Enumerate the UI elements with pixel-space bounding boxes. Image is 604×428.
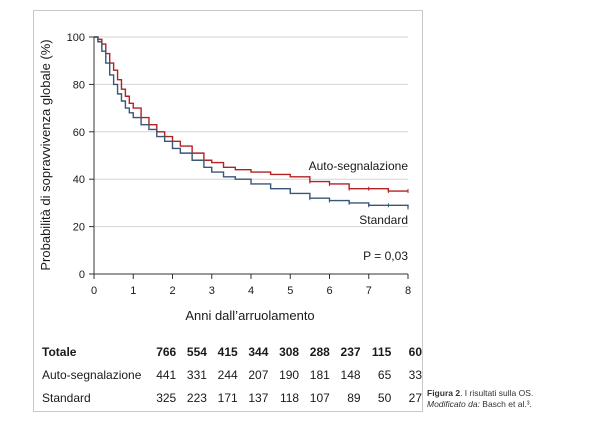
y-tick-label-20: 20 — [73, 222, 85, 234]
risk-cell: 415 — [217, 344, 238, 359]
risk-row-label: Standard — [42, 390, 91, 405]
km-survival-chart: 0 20 40 60 80 100 0 1 2 3 4 5 6 7 8 Probabilità di sop… — [38, 32, 411, 323]
axes: 0 20 40 60 80 100 0 1 2 3 4 5 6 7 8 — [67, 32, 411, 297]
risk-row: Totale 766 554 415 344 308 288 237 115 60 — [42, 340, 422, 363]
x-axis-label: Anni dall’arruolamento — [185, 308, 314, 323]
y-tick-label-60: 60 — [73, 127, 85, 139]
risk-cell: 118 — [279, 390, 300, 405]
risk-cell: 441 — [156, 367, 177, 382]
risk-cell: 65 — [377, 367, 392, 382]
caption-figure-label: Figura 2 — [427, 388, 461, 398]
risk-cell: 237 — [340, 344, 361, 359]
risk-cell: 244 — [217, 367, 238, 382]
series-label-standard: Standard — [359, 213, 408, 227]
risk-row-label: Auto-segnalazione — [42, 367, 142, 382]
chart-labels: Probabilità di sopravvivenza globale (%)… — [38, 39, 408, 323]
y-tick-label-100: 100 — [67, 32, 85, 44]
risk-cell: 171 — [217, 390, 238, 405]
x-tick-label-4: 4 — [248, 285, 254, 297]
risk-cell: 207 — [248, 367, 269, 382]
figure-caption: Figura 2. I risultati sulla OS. Modifica… — [427, 388, 597, 410]
risk-row: Standard 325 223 171 137 118 107 89 50 27 — [42, 386, 422, 409]
y-axis-label: Probabilità di sopravvivenza globale (%) — [38, 39, 53, 270]
risk-cell: 50 — [377, 390, 392, 405]
x-tick-label-7: 7 — [366, 285, 372, 297]
x-tick-label-1: 1 — [130, 285, 136, 297]
y-tick-label-40: 40 — [73, 174, 85, 186]
risk-cell: 107 — [309, 390, 330, 405]
number-at-risk-table: Totale 766 554 415 344 308 288 237 115 60 Auto-seg… — [42, 340, 422, 409]
km-curve-auto-segnalazione — [94, 36, 408, 192]
risk-cell: 27 — [408, 390, 422, 405]
series-label-auto-segnalazione: Auto-segnalazione — [309, 159, 409, 173]
risk-cell: 148 — [340, 367, 361, 382]
risk-cell: 89 — [347, 390, 361, 405]
risk-cell: 33 — [408, 367, 422, 382]
risk-row-label: Totale — [42, 344, 77, 359]
risk-cell: 190 — [279, 367, 300, 382]
x-tick-label-5: 5 — [287, 285, 293, 297]
risk-cell: 115 — [371, 344, 392, 359]
x-tick-label-6: 6 — [326, 285, 332, 297]
risk-cell: 60 — [408, 344, 422, 359]
risk-cell: 554 — [186, 344, 207, 359]
risk-cell: 288 — [309, 344, 330, 359]
x-tick-label-2: 2 — [169, 285, 175, 297]
x-tick-label-8: 8 — [405, 285, 411, 297]
risk-cell: 308 — [279, 344, 300, 359]
y-tick-label-80: 80 — [73, 79, 85, 91]
risk-cell: 181 — [309, 367, 330, 382]
x-tick-label-0: 0 — [91, 285, 97, 297]
risk-cell: 331 — [186, 367, 207, 382]
risk-row: Auto-segnalazione 441 331 244 207 190 181 148 65… — [42, 363, 422, 386]
risk-cell: 344 — [248, 344, 269, 359]
risk-cell: 223 — [186, 390, 207, 405]
x-tick-label-3: 3 — [209, 285, 215, 297]
y-tick-label-0: 0 — [79, 269, 85, 281]
km-curve-standard — [94, 36, 409, 208]
risk-cell: 766 — [156, 344, 177, 359]
p-value-annotation: P = 0,03 — [363, 249, 408, 263]
caption-text: . I risultati sulla OS. — [460, 388, 534, 398]
gridlines — [94, 36, 408, 228]
series-lines — [94, 36, 409, 210]
figure-frame — [33, 10, 423, 412]
caption-modified-label: Modificato da: — [427, 399, 480, 409]
risk-cell: 325 — [156, 390, 177, 405]
risk-cell: 137 — [248, 390, 269, 405]
caption-source: Basch et al.³. — [479, 399, 532, 409]
